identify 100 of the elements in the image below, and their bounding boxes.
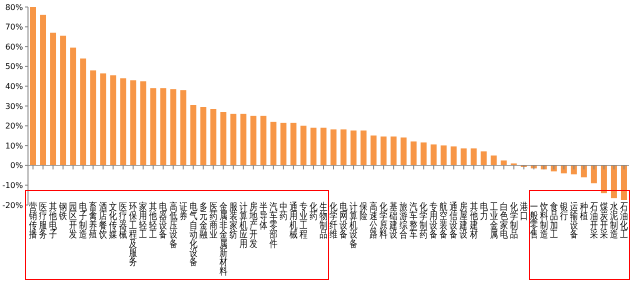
x-tick-label: 电力: [480, 201, 488, 223]
x-tick-label: 房地产开发: [248, 201, 258, 250]
bar: [480, 151, 487, 166]
bar: [600, 165, 607, 194]
bar: [440, 145, 447, 166]
x-tick-label: 高速公路: [370, 201, 378, 241]
x-tick-label: 园区开发: [69, 202, 78, 241]
y-tick-label: 50%: [5, 62, 24, 72]
bar: [30, 7, 36, 166]
x-tick-label: 家用轻工: [139, 201, 148, 241]
bar: [470, 148, 477, 166]
x-tick-label: 电器设备: [159, 201, 168, 241]
x-tick-label: 石油化工: [620, 202, 628, 241]
y-tick-label: 80%: [5, 2, 24, 12]
x-tick-label: 中药: [279, 201, 288, 223]
x-tick-label: 营销传播: [28, 201, 37, 241]
x-tick-label: 基础建设: [388, 201, 398, 241]
x-tick-label: 专用设备: [430, 201, 438, 241]
bar: [120, 78, 126, 166]
x-tick-label: 其他轻工: [149, 201, 158, 241]
x-tick-label: 汽车零部件: [269, 201, 278, 250]
bar: [60, 36, 66, 166]
bar: [90, 70, 96, 166]
x-tick-label: 航空装备: [440, 201, 448, 241]
x-tick-label: 电气自动化设备: [189, 201, 198, 269]
bar: [80, 58, 86, 166]
bar: [360, 130, 367, 166]
y-tick-label: -20%: [2, 200, 24, 210]
bar: [210, 108, 216, 166]
bar: [300, 126, 306, 166]
bar: [290, 122, 296, 166]
x-tick-label: 水泥制造: [610, 201, 618, 241]
bar: [230, 114, 236, 166]
x-tick-label: 生物制品: [320, 201, 328, 241]
x-tick-label: 医药商业: [209, 201, 218, 241]
x-tick-label: 化学制品: [510, 201, 518, 241]
x-tick-label: 其他建材: [468, 201, 478, 241]
bar: [410, 141, 417, 166]
bar: [450, 146, 457, 166]
bar: [420, 142, 427, 166]
bar: [150, 88, 156, 166]
bar: [620, 165, 627, 200]
x-tick-label: 运输设备: [570, 201, 578, 241]
x-tick-label: 种植: [580, 201, 588, 223]
x-tick-label: 一般零售: [530, 202, 538, 241]
bar: [430, 144, 437, 166]
x-tick-label: 服装家纺: [229, 202, 238, 241]
x-tick-label: 专业工程: [299, 201, 308, 241]
bar: [400, 137, 407, 166]
y-tick-label: -10%: [2, 181, 24, 190]
bar: [220, 112, 226, 166]
bar: [460, 148, 467, 166]
x-tick-label: 其他电子: [49, 201, 58, 241]
x-tick-label: 半导体: [259, 201, 268, 232]
bar: [500, 160, 507, 166]
bar: [260, 116, 266, 166]
x-tick-label: 计算机应用: [239, 201, 248, 250]
bar: [330, 129, 336, 166]
x-tick-label: 钢铁: [58, 201, 68, 223]
y-tick-label: 60%: [5, 42, 24, 52]
x-tick-label: 证券: [179, 201, 188, 223]
bar: [580, 165, 587, 178]
bar: [310, 128, 316, 166]
x-tick-label: 港口: [520, 201, 528, 223]
x-tick-label: 化药: [310, 201, 318, 223]
bar: [100, 73, 106, 166]
bar: [390, 136, 397, 166]
x-tick-label: 环保工程及服务: [129, 202, 138, 269]
bar: [250, 116, 256, 166]
x-tick-label: 化学纤维: [330, 201, 338, 241]
y-tick-label: 20%: [5, 122, 24, 131]
x-tick-label: 煤炭开采: [600, 201, 608, 241]
x-tick-label: 电子制造: [79, 201, 88, 241]
x-tick-label: 食品加工: [550, 201, 558, 241]
bar: [380, 136, 387, 166]
x-tick-label: 医疗器械: [119, 201, 128, 241]
bar: [590, 165, 597, 184]
bar: [70, 48, 76, 166]
bar: [160, 88, 166, 166]
x-tick-label: 多元金融: [199, 201, 208, 241]
x-tick-label: 石油开采: [590, 202, 598, 241]
bar: [320, 128, 326, 166]
x-tick-label: 计算机设备: [350, 201, 358, 250]
y-tick-label: 40%: [5, 82, 24, 92]
x-tick-label: 化学原料: [380, 201, 388, 241]
x-tick-label: 饮料制造: [539, 201, 548, 241]
y-tick-label: 10%: [5, 141, 24, 150]
bar: [40, 14, 46, 166]
x-tick-label: 银行: [559, 201, 568, 223]
x-tick-label: 医疗服务: [39, 201, 47, 241]
x-tick-label: 电网设备: [340, 201, 348, 241]
y-tick-label: 70%: [5, 22, 24, 32]
x-tick-label: 通用机械: [289, 201, 298, 241]
x-tick-label: 文化传媒: [109, 201, 118, 241]
x-tick-label: 畜禽养殖: [89, 201, 98, 241]
bar: [490, 156, 497, 166]
bar: [180, 90, 186, 166]
bar: [190, 105, 196, 166]
bar: [280, 122, 286, 166]
bar: [340, 129, 347, 166]
